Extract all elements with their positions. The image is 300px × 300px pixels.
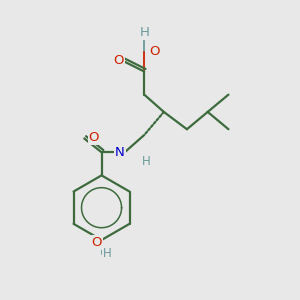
Text: H: H: [103, 247, 111, 260]
Text: O: O: [149, 45, 159, 58]
Text: H: H: [139, 26, 149, 39]
Text: H: H: [142, 155, 151, 168]
Text: O: O: [91, 236, 101, 249]
Text: O: O: [89, 131, 99, 144]
Text: O: O: [113, 53, 124, 67]
Text: N: N: [115, 146, 124, 159]
